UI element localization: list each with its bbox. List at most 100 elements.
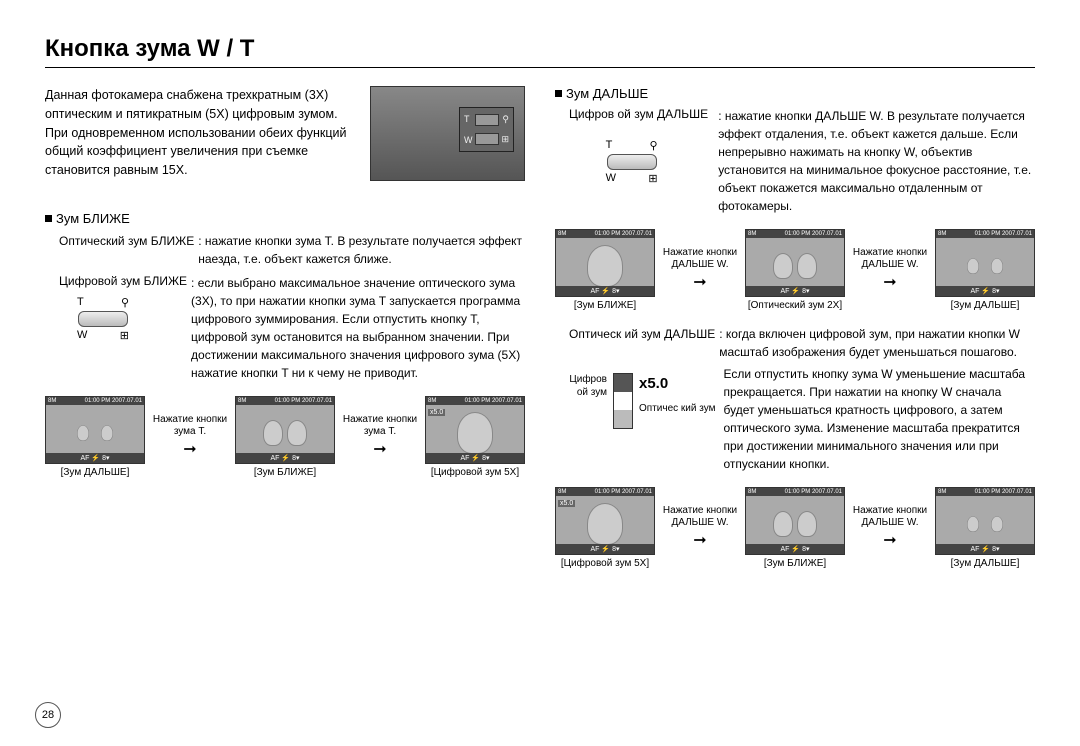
shot-caption: [Оптический зум 2X]: [745, 300, 845, 311]
shot-caption: [Зум БЛИЖЕ]: [555, 300, 655, 311]
left-column: Данная фотокамера снабжена трехкратным (…: [45, 86, 525, 569]
arrow-label: Нажатие кнопки ДАЛЬШЕ W.: [661, 505, 739, 529]
shot-top-r: 01:00 PM 2007.07.01: [595, 489, 652, 495]
zoom-indicator-diagram: Цифров ой зум x5.0 Оптичес кий зум: [569, 373, 715, 465]
shot-caption: [Зум БЛИЖЕ]: [235, 467, 335, 478]
digital-wide-label: Цифров ой зум ДАЛЬШЕ: [555, 107, 708, 121]
shot-r1-c: 8M01:00 PM 2007.07.01 AF ⚡ 8▾ [Зум ДАЛЬШ…: [935, 229, 1035, 311]
shot-caption: [Зум БЛИЖЕ]: [745, 558, 845, 569]
shot-bottom: AF ⚡ 8▾: [936, 544, 1034, 554]
left-header-text: Зум БЛИЖЕ: [56, 211, 130, 226]
shot-top-r: 01:00 PM 2007.07.01: [975, 231, 1032, 237]
zoom-control-diagram-left: T ⚲ W ⊞: [73, 296, 133, 342]
shot-top-l: 8M: [938, 231, 946, 237]
arrow-label: Нажатие кнопки зума T.: [151, 414, 229, 438]
screenshot: 8M01:00 PM 2007.07.01 AF ⚡ 8▾: [555, 229, 655, 297]
grid-icon: ⊞: [648, 172, 657, 185]
optical-wide-text1: : когда включен цифровой зум, при нажати…: [715, 325, 1035, 361]
optical-tele-row: Оптический зум БЛИЖЕ : нажатие кнопки зу…: [45, 232, 525, 268]
shot-top-r: 01:00 PM 2007.07.01: [465, 398, 522, 404]
arrow-block: Нажатие кнопки ДАЛЬШЕ W. ➞: [661, 505, 739, 550]
arrow-icon: ➞: [661, 273, 739, 292]
shot-caption: [Цифровой зум 5X]: [555, 558, 655, 569]
shot-r2-c: 8M 01:00 PM 2007.07.01 AF ⚡ 8▾ [Зум ДАЛЬШ…: [935, 487, 1035, 569]
intro-text: Данная фотокамера снабжена трехкратным (…: [45, 86, 358, 181]
bullet-icon: [45, 215, 52, 222]
shot-left-b: 8M01:00 PM 2007.07.01 AF ⚡ 8▾ [Зум БЛИЖЕ…: [235, 396, 335, 478]
shot-top-l: 8M: [48, 398, 56, 404]
t-label: T: [606, 139, 613, 152]
screenshot: 8M 01:00 PM 2007.07.01 AF ⚡ 8▾: [745, 487, 845, 555]
shot-left-c: 8M01:00 PM 2007.07.01 x5.0 AF ⚡ 8▾ [Цифр…: [425, 396, 525, 478]
shot-top-l: 8M: [558, 489, 566, 495]
digital-wide-text: : нажатие кнопки ДАЛЬШЕ W. В результате …: [718, 107, 1035, 215]
arrow-icon: ➞: [851, 531, 929, 550]
arrow-label: Нажатие кнопки зума T.: [341, 414, 419, 438]
shot-caption: [Зум ДАЛЬШЕ]: [45, 467, 145, 478]
right-screenshot-row-2: 8M01:00 PM 2007.07.01 x5.0 AF ⚡ 8▾ [Цифр…: [555, 487, 1035, 569]
arrow-label: Нажатие кнопки ДАЛЬШЕ W.: [851, 505, 929, 529]
arrow-block: Нажатие кнопки ДАЛЬШЕ W. ➞: [851, 247, 929, 292]
shot-bottom: AF ⚡ 8▾: [746, 286, 844, 296]
optical-zoom-label: Оптичес кий зум: [639, 402, 715, 415]
right-column: Зум ДАЛЬШЕ Цифров ой зум ДАЛЬШЕ T⚲ W⊞ : …: [555, 86, 1035, 569]
shot-bottom: AF ⚡ 8▾: [556, 544, 654, 554]
shot-r2-b: 8M 01:00 PM 2007.07.01 AF ⚡ 8▾ [Зум БЛИЖЕ…: [745, 487, 845, 569]
shot-bottom: AF ⚡ 8▾: [746, 544, 844, 554]
arrow-icon: ➞: [151, 440, 229, 459]
screenshot: 8M01:00 PM 2007.07.01 x5.0 AF ⚡ 8▾: [425, 396, 525, 464]
shot-bottom: AF ⚡ 8▾: [46, 453, 144, 463]
arrow-icon: ➞: [661, 531, 739, 550]
zoom-control-diagram-right: T⚲ W⊞: [602, 139, 662, 185]
shot-top-l: 8M: [748, 231, 756, 237]
right-header-text: Зум ДАЛЬШЕ: [566, 86, 648, 101]
digital-tele-label: Цифровой зум БЛИЖЕ: [59, 274, 187, 288]
optical-wide-label: Оптическ ий зум ДАЛЬШЕ: [569, 325, 715, 361]
magnify-icon: ⚲: [650, 139, 658, 152]
zoom-bar-icon: [613, 373, 633, 429]
optical-tele-label: Оптический зум БЛИЖЕ: [59, 232, 194, 268]
shot-r1-b: 8M 01:00 PM 2007.07.01 AF ⚡ 8▾ [Оптически…: [745, 229, 845, 311]
zoom-x-value: x5.0: [639, 375, 715, 392]
camera-diagram: T ⚲ W ⊞: [370, 86, 525, 181]
optical-tele-text: : нажатие кнопки зума T. В результате по…: [194, 232, 525, 268]
shot-caption: [Зум ДАЛЬШЕ]: [935, 300, 1035, 311]
zoom-rocker-icon: [607, 154, 657, 170]
grid-icon: ⊞: [120, 329, 129, 342]
columns: Данная фотокамера снабжена трехкратным (…: [45, 86, 1035, 569]
screenshot: 8M 01:00 PM 2007.07.01 AF ⚡ 8▾: [935, 487, 1035, 555]
shot-top-l: 8M: [428, 398, 436, 404]
shot-top-l: 8M: [748, 489, 756, 495]
shot-top-r: 01:00 PM 2007.07.01: [595, 231, 652, 237]
arrow-block: Нажатие кнопки ДАЛЬШЕ W. ➞: [661, 247, 739, 292]
shot-top-r: 01:00 PM 2007.07.01: [785, 231, 842, 237]
shot-top-r: 01:00 PM 2007.07.01: [785, 489, 842, 495]
screenshot: 8M01:00 PM 2007.07.01 AF ⚡ 8▾: [935, 229, 1035, 297]
digital-zoom-label: Цифров ой зум: [569, 373, 607, 399]
shot-caption: [Зум ДАЛЬШЕ]: [935, 558, 1035, 569]
shot-top-l: 8M: [238, 398, 246, 404]
optical-wide-text2: Если отпустить кнопку зума W уменьшение …: [723, 365, 1035, 473]
arrow-block: Нажатие кнопки зума T. ➞: [341, 414, 419, 459]
digital-tele-row: Цифровой зум БЛИЖЕ T ⚲ W ⊞ : если выбрано …: [45, 274, 525, 382]
screenshot: 8M01:00 PM 2007.07.01 AF ⚡ 8▾: [45, 396, 145, 464]
page-title: Кнопка зума W / T: [45, 35, 1035, 68]
shot-r2-a: 8M01:00 PM 2007.07.01 x5.0 AF ⚡ 8▾ [Цифр…: [555, 487, 655, 569]
w-label: W: [77, 329, 87, 342]
digital-tele-text: : если выбрано максимальное значение опт…: [187, 274, 525, 382]
shot-top-r: 01:00 PM 2007.07.01: [975, 489, 1032, 495]
arrow-label: Нажатие кнопки ДАЛЬШЕ W.: [851, 247, 929, 271]
arrow-block: Нажатие кнопки ДАЛЬШЕ W. ➞: [851, 505, 929, 550]
intro-row: Данная фотокамера снабжена трехкратным (…: [45, 86, 525, 181]
right-screenshot-row-1: 8M01:00 PM 2007.07.01 AF ⚡ 8▾ [Зум БЛИЖЕ…: [555, 229, 1035, 311]
left-screenshot-row: 8M01:00 PM 2007.07.01 AF ⚡ 8▾ [Зум ДАЛЬШ…: [45, 396, 525, 478]
shot-top-r: 01:00 PM 2007.07.01: [275, 398, 332, 404]
arrow-icon: ➞: [851, 273, 929, 292]
camera-zoom-button: T ⚲ W ⊞: [459, 107, 514, 152]
t-label: T: [77, 296, 84, 309]
screenshot: 8M01:00 PM 2007.07.01 AF ⚡ 8▾: [235, 396, 335, 464]
screenshot: 8M01:00 PM 2007.07.01 x5.0 AF ⚡ 8▾: [555, 487, 655, 555]
arrow-block: Нажатие кнопки зума T. ➞: [151, 414, 229, 459]
shot-top-l: 8M: [938, 489, 946, 495]
magnify-icon: ⚲: [121, 296, 129, 309]
